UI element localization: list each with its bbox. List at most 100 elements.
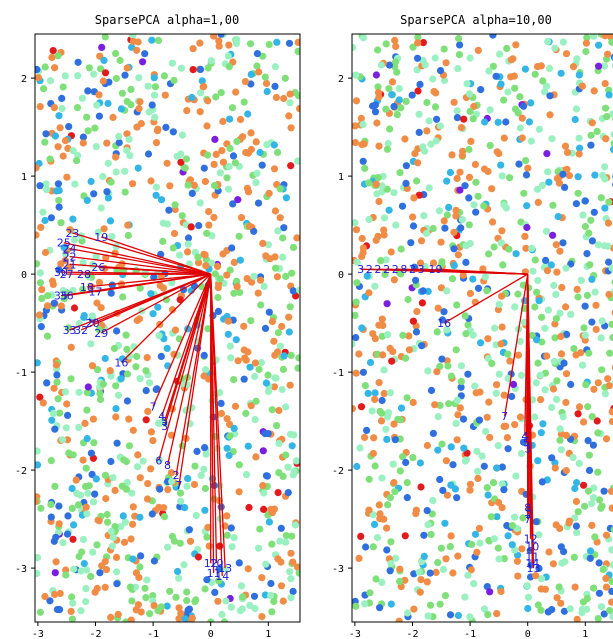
data-point [227, 603, 235, 611]
data-point [226, 144, 234, 152]
data-point [113, 568, 121, 576]
data-point [467, 566, 475, 574]
data-point [374, 174, 382, 182]
data-point [82, 585, 90, 593]
data-point [96, 390, 104, 398]
data-point [523, 223, 531, 232]
data-point [150, 273, 158, 281]
data-point [556, 309, 564, 317]
data-point [114, 610, 122, 619]
data-point [582, 39, 591, 47]
data-point [587, 131, 595, 139]
data-point [212, 93, 220, 101]
data-point [190, 480, 199, 489]
y-tick-label: -3 [15, 564, 27, 575]
data-point [371, 389, 379, 397]
data-point [512, 41, 520, 49]
data-point [602, 104, 610, 112]
data-point [218, 147, 226, 155]
data-point [567, 380, 575, 389]
data-point [493, 464, 501, 472]
data-point [41, 592, 49, 601]
data-point [450, 261, 458, 269]
data-point [557, 332, 565, 341]
data-point [390, 102, 398, 111]
data-point [215, 42, 223, 50]
data-point [489, 62, 497, 70]
data-point [434, 559, 442, 567]
data-point [352, 405, 357, 413]
data-point [170, 229, 179, 238]
data-point [187, 223, 195, 231]
data-point [471, 382, 479, 390]
data-point [572, 522, 581, 530]
data-point [559, 239, 567, 247]
data-point [227, 524, 235, 532]
data-point [223, 271, 231, 279]
component-vector [443, 273, 529, 324]
data-point [377, 61, 385, 69]
data-point [499, 261, 507, 269]
data-point [421, 147, 429, 155]
scatter-points [35, 34, 300, 622]
data-point [533, 336, 541, 344]
data-point [580, 418, 588, 426]
data-point [268, 406, 276, 414]
data-point [601, 390, 610, 398]
data-point [55, 520, 63, 528]
component-label: 36 [60, 290, 74, 303]
component-label: 7 [501, 410, 508, 423]
data-point [450, 245, 458, 253]
data-point [126, 583, 134, 591]
data-point [442, 555, 450, 563]
data-point [471, 530, 480, 538]
data-point [600, 487, 608, 495]
data-point [219, 250, 227, 258]
data-point [562, 398, 570, 407]
component-vector [98, 266, 211, 275]
data-point [247, 70, 255, 79]
data-point [408, 91, 416, 99]
data-point [109, 474, 117, 482]
data-point [66, 226, 74, 234]
data-point [271, 253, 279, 261]
data-point [608, 264, 613, 272]
data-point [373, 534, 382, 542]
data-point [107, 457, 115, 466]
data-point [573, 529, 581, 537]
chart-title: SparsePCA alpha=1,00 [95, 13, 240, 27]
data-point [573, 615, 581, 622]
data-point [60, 244, 68, 252]
data-point [604, 219, 613, 227]
data-point [553, 268, 561, 276]
data-point [273, 348, 282, 356]
data-point [112, 153, 120, 161]
data-point [264, 430, 272, 438]
data-point [457, 383, 465, 391]
data-point [228, 104, 237, 112]
data-point [135, 105, 143, 113]
data-point [503, 44, 511, 53]
data-point [35, 447, 41, 455]
data-point [353, 462, 361, 471]
data-point [402, 458, 410, 467]
data-point [147, 465, 155, 473]
data-point [553, 174, 562, 183]
data-point [236, 288, 244, 296]
data-point [230, 424, 238, 432]
data-point [112, 405, 120, 413]
data-point [374, 46, 382, 54]
data-point [37, 504, 45, 512]
data-point [474, 467, 482, 475]
data-point [390, 420, 398, 428]
data-point [586, 547, 595, 555]
data-point [597, 334, 605, 342]
data-point [594, 241, 603, 249]
data-point [368, 407, 376, 415]
data-point [453, 174, 461, 183]
data-point [52, 533, 60, 541]
data-point [51, 482, 59, 490]
data-point [162, 296, 170, 304]
data-point [438, 316, 447, 324]
data-point [522, 244, 530, 252]
